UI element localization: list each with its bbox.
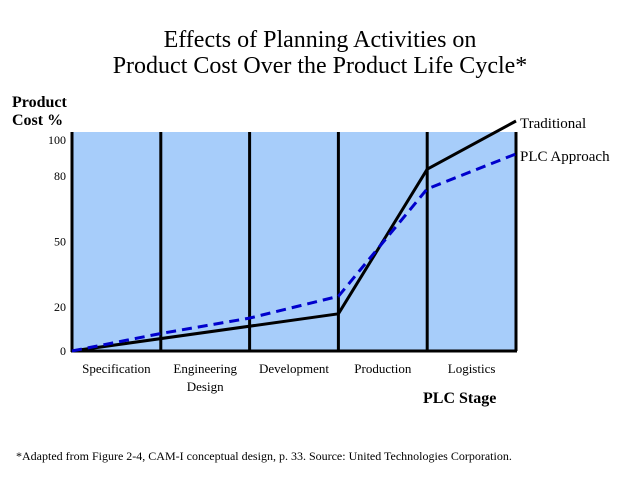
x-category-label: Logistics	[448, 361, 496, 376]
y-tick-label: 50	[54, 235, 66, 249]
x-category-label: Specification	[82, 361, 151, 376]
x-category-label: Production	[354, 361, 412, 376]
y-tick-label: 100	[48, 133, 66, 147]
series-label: Traditional	[520, 116, 586, 132]
series-label: PLC Approach	[520, 149, 610, 165]
line-chart: 0 20 50 80 100 Specification Engineering Desig…	[0, 0, 640, 480]
footnote: *Adapted from Figure 2-4, CAM-I conceptu…	[16, 449, 512, 464]
x-category-label: Development	[259, 361, 329, 376]
series-labels: Traditional PLC Approach	[520, 116, 610, 165]
y-tick-label: 0	[60, 344, 66, 358]
y-ticks: 0 20 50 80 100	[48, 133, 66, 358]
y-tick-label: 80	[54, 169, 66, 183]
x-axis-title: PLC Stage	[423, 390, 496, 408]
x-category-label: Design	[187, 379, 224, 394]
x-category-label: Engineering	[173, 361, 237, 376]
y-tick-label: 20	[54, 300, 66, 314]
plot-area	[72, 132, 516, 351]
